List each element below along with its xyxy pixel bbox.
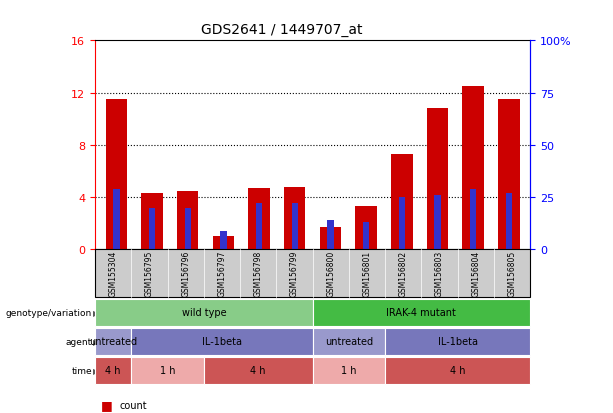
Bar [498, 100, 520, 250]
Text: GSM156796: GSM156796 [181, 250, 190, 297]
Text: GSM156803: GSM156803 [435, 251, 444, 297]
Text: GSM156800: GSM156800 [326, 251, 335, 297]
Bar [462, 87, 484, 250]
Bar [256, 204, 262, 250]
Text: ■: ■ [101, 398, 113, 411]
Text: GSM156798: GSM156798 [254, 251, 263, 297]
Bar [327, 221, 333, 250]
Bar [177, 191, 199, 250]
Text: untreated: untreated [89, 337, 137, 347]
Bar [220, 231, 227, 250]
Bar [248, 189, 270, 250]
Bar [391, 155, 413, 250]
Text: GDS2641 / 1449707_at: GDS2641 / 1449707_at [201, 23, 363, 37]
Bar [105, 100, 127, 250]
Text: count: count [120, 400, 147, 410]
Text: IL-1beta: IL-1beta [438, 337, 478, 347]
Bar [185, 208, 191, 250]
Bar [427, 109, 448, 250]
Text: IRAK-4 mutant: IRAK-4 mutant [387, 308, 456, 318]
Bar [142, 194, 163, 250]
Text: agent: agent [66, 337, 92, 346]
Bar [320, 228, 341, 250]
Bar [398, 198, 405, 250]
Text: GSM156804: GSM156804 [471, 251, 481, 297]
Text: GSM156795: GSM156795 [145, 250, 154, 297]
Text: wild type: wild type [181, 308, 226, 318]
Bar [434, 196, 441, 250]
Text: GSM156797: GSM156797 [218, 250, 226, 297]
Bar [506, 194, 512, 250]
Text: ▶: ▶ [93, 308, 100, 317]
Text: 1 h: 1 h [160, 366, 175, 375]
Text: ▶: ▶ [93, 337, 100, 346]
Text: 1 h: 1 h [341, 366, 357, 375]
Text: GSM155304: GSM155304 [109, 250, 118, 297]
Text: untreated: untreated [325, 337, 373, 347]
Bar [363, 223, 370, 250]
Bar [292, 204, 298, 250]
Text: GSM156805: GSM156805 [508, 251, 517, 297]
Text: ▶: ▶ [93, 366, 100, 375]
Text: GSM156802: GSM156802 [399, 251, 408, 297]
Bar [213, 237, 234, 250]
Text: time: time [71, 366, 92, 375]
Text: 4 h: 4 h [105, 366, 121, 375]
Bar [356, 207, 377, 250]
Text: 4 h: 4 h [450, 366, 465, 375]
Text: GSM156799: GSM156799 [290, 250, 299, 297]
Text: genotype/variation: genotype/variation [6, 308, 92, 317]
Text: GSM156801: GSM156801 [362, 251, 371, 297]
Text: 4 h: 4 h [251, 366, 266, 375]
Bar [284, 188, 305, 250]
Bar [149, 208, 155, 250]
Bar [470, 190, 476, 250]
Bar [113, 190, 120, 250]
Text: IL-1beta: IL-1beta [202, 337, 242, 347]
